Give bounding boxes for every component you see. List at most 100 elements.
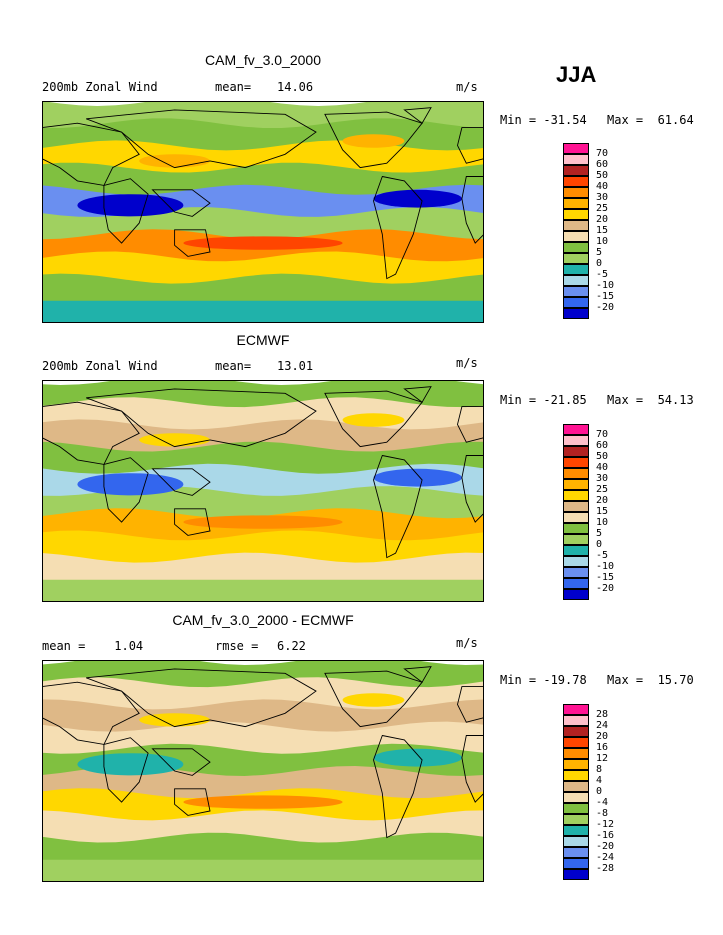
legend-label: 30	[596, 192, 609, 203]
legend-swatch	[563, 545, 589, 556]
field-band-4	[42, 441, 484, 477]
legend-label: 10	[596, 236, 609, 247]
legend-swatch	[563, 759, 589, 770]
coastline-1	[42, 122, 140, 186]
legend-swatch	[563, 209, 589, 220]
panel-1-max: Max = 61.64	[607, 113, 694, 127]
panel-3-left-label: mean = 1.04	[42, 639, 144, 653]
field-feature-3	[183, 795, 343, 809]
coastline-9	[457, 686, 484, 723]
legend-label: -4	[596, 797, 609, 808]
legend-swatch	[563, 275, 589, 286]
coastline-7	[373, 175, 423, 280]
field-feature-5	[342, 134, 405, 148]
legend-label: 25	[596, 484, 609, 495]
legend-label: 0	[596, 258, 603, 269]
panel-2-legend: 70 60 50 40 30 25 20 15 10 5 0 -5 -10 -15 -20	[563, 424, 643, 604]
coastline-3	[86, 668, 317, 728]
panel-1-units: m/s	[456, 80, 478, 94]
legend-swatch	[563, 231, 589, 242]
coastline-8	[403, 666, 432, 683]
panel-1-map	[42, 101, 484, 323]
legend-swatch	[563, 512, 589, 523]
panel-3-rmse-value: 6.22	[277, 639, 306, 653]
legend-swatch	[563, 748, 589, 759]
coastline-5	[174, 788, 211, 816]
legend-label: -5	[596, 269, 609, 280]
field-band-9	[42, 832, 484, 868]
coastline-4	[151, 468, 211, 496]
map-frame	[42, 660, 484, 882]
panel-3-legend: 28 24 20 16 12 8 4 0 -4 -8 -12 -16 -20 -24 -28	[563, 704, 643, 884]
map-frame	[42, 101, 484, 323]
legend-label: 20	[596, 214, 609, 225]
legend-swatch	[563, 858, 589, 869]
legend-swatch	[563, 490, 589, 501]
field-feature-5	[342, 693, 405, 707]
legend-label: 0	[596, 539, 603, 550]
legend-swatch	[563, 869, 589, 880]
panel-1-mean-value: 14.06	[277, 80, 314, 94]
legend-label: 70	[596, 429, 609, 440]
coastline-3	[86, 109, 317, 169]
legend-swatch	[563, 446, 589, 457]
panel-2-min: Min = -21.85	[500, 393, 587, 407]
legend-label: 20	[596, 731, 609, 742]
legend-swatch	[563, 523, 589, 534]
legend-label: -5	[596, 550, 609, 561]
legend-label: -24	[596, 852, 615, 863]
legend-label: -20	[596, 583, 615, 594]
legend-swatch	[563, 165, 589, 176]
coastline-2	[103, 737, 149, 803]
legend-swatch	[563, 792, 589, 803]
field-feature-4	[139, 713, 210, 727]
legend-swatch	[563, 814, 589, 825]
field-band-9	[42, 273, 484, 309]
legend-label: 15	[596, 225, 609, 236]
coastline-9	[457, 406, 484, 443]
field-band-8	[42, 251, 484, 287]
coastline-6	[324, 670, 423, 728]
field-feature-3	[183, 236, 343, 250]
legend-label: 40	[596, 462, 609, 473]
legend-label: 40	[596, 181, 609, 192]
legend-label: 12	[596, 753, 609, 764]
panel-2-units: m/s	[456, 356, 478, 370]
legend-label: -10	[596, 280, 615, 291]
field-band-10	[42, 859, 484, 882]
legend-label: 0	[596, 786, 603, 797]
legend-label: 20	[596, 495, 609, 506]
legend-swatch	[563, 556, 589, 567]
panel-3-map	[42, 660, 484, 882]
field-feature-4	[139, 154, 210, 168]
field-feature-2	[373, 748, 462, 767]
field-feature-2	[373, 468, 462, 487]
legend-swatch	[563, 715, 589, 726]
legend-swatch	[563, 176, 589, 187]
coastline-1	[42, 401, 140, 465]
legend-swatch	[563, 457, 589, 468]
legend-swatch	[563, 578, 589, 589]
legend-swatch	[563, 264, 589, 275]
legend-label: -15	[596, 291, 615, 302]
legend-label: 60	[596, 159, 609, 170]
legend-swatch	[563, 737, 589, 748]
field-band-3	[42, 140, 484, 176]
panel-2-max: Max = 54.13	[607, 393, 694, 407]
legend-label: 8	[596, 764, 603, 775]
coastline-8	[403, 386, 432, 403]
panel-1-legend: 70 60 50 40 30 25 20 15 10 5 0 -5 -10 -15 -20	[563, 143, 643, 323]
coastline-10	[461, 455, 484, 523]
legend-label: -10	[596, 561, 615, 572]
legend-label: -8	[596, 808, 609, 819]
field-band-10	[42, 579, 484, 602]
legend-swatch	[563, 297, 589, 308]
panel-3-rmse-label: rmse =	[215, 639, 259, 653]
legend-swatch	[563, 154, 589, 165]
field-feature-4	[139, 433, 210, 447]
panel-1-left-label: 200mb Zonal Wind	[42, 80, 158, 94]
coastline-9	[457, 127, 484, 164]
field-band-1	[42, 660, 484, 691]
coastline-7	[373, 454, 423, 559]
legend-swatch	[563, 424, 589, 435]
